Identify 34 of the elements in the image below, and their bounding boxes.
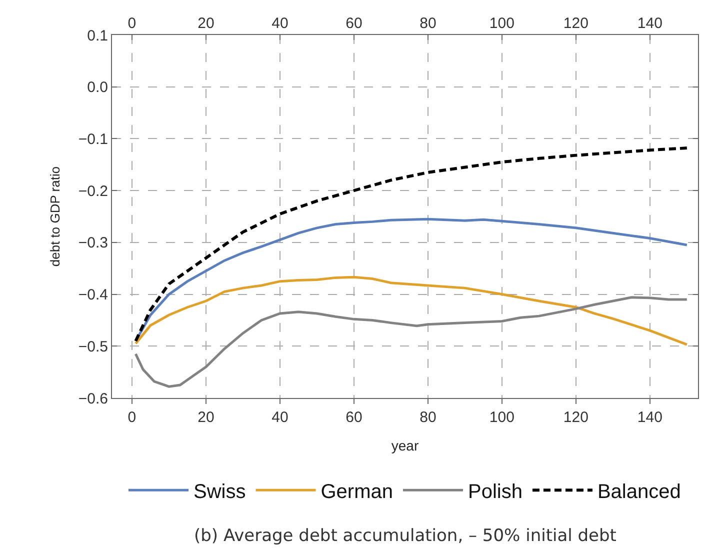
y-tick-label: −0.2 [78,182,108,200]
y-tick-label: −0.1 [78,130,108,148]
x-tick-label: 80 [420,15,436,32]
y-tick-label: −0.4 [78,286,108,304]
legend-label: Swiss [194,480,246,503]
x2-tick-label: 80 [420,409,436,426]
y-tick-label: 0.0 [87,79,108,96]
y-tick-label: −0.3 [78,234,108,252]
x2-tick-label: 140 [637,409,662,426]
x2-tick-label: 120 [563,409,588,426]
x-tick-label: 140 [637,15,662,32]
x-tick-label: 0 [128,15,136,32]
x-tick-label: 120 [563,15,588,32]
x-tick-label: 100 [489,15,514,32]
legend-label: Balanced [597,480,681,503]
legend-label: Polish [468,480,522,503]
x-tick-label: 40 [272,15,288,32]
y-axis-title: debt to GDP ratio [47,166,62,267]
x2-tick-label: 100 [489,409,514,426]
x2-tick-label: 0 [128,409,136,426]
x2-tick-label: 20 [198,409,214,426]
legend-label: German [320,480,393,503]
line-series [134,146,688,342]
line-series [134,276,688,346]
text: (b) Average debt accumulation, – 50% initial debt [194,526,617,546]
y-tick-label: 0.1 [87,27,108,44]
y-tick-label: −0.6 [78,390,108,408]
x-axis-title: year [391,437,419,454]
x2-tick-label: 60 [346,409,362,426]
x-tick-label: 20 [198,15,214,32]
x-tick-label: 60 [346,15,362,32]
line-series [134,296,688,388]
x2-tick-label: 40 [272,409,288,426]
y-tick-label: −0.5 [78,338,108,356]
